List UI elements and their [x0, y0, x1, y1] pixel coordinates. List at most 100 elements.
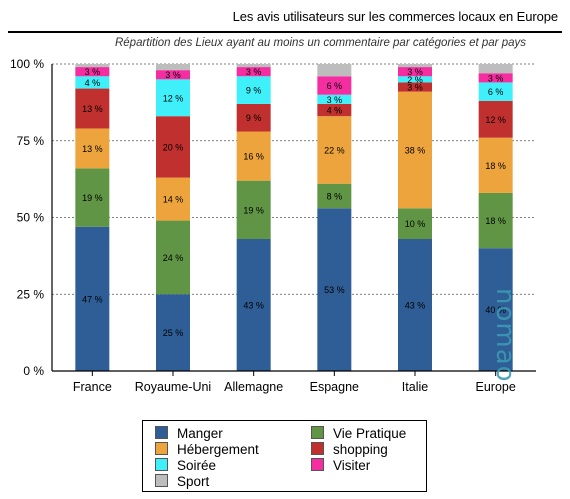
legend-item-soiree: Soirée [155, 458, 216, 474]
legend-item-shopping: shopping [311, 442, 388, 458]
data-label: 9 % [246, 113, 262, 123]
data-label: 18 % [485, 216, 506, 226]
bar-segment [317, 183, 352, 209]
axes: 0 % 25 % 50 % 75 % 100 % France Royaume-Uni All… [10, 57, 536, 394]
data-label: 19 % [243, 205, 264, 215]
bar-segment [478, 248, 513, 371]
bar-segment [478, 82, 513, 101]
data-label: 4 % [327, 106, 343, 116]
bar-segment [478, 100, 513, 138]
legend-label: Soirée [177, 458, 217, 473]
data-label: 3 % [165, 70, 181, 80]
bar-segment [75, 226, 110, 371]
data-label: 53 % [324, 285, 345, 295]
bar-segment [398, 64, 432, 68]
bar-segment [236, 103, 271, 132]
data-label: 3 % [327, 95, 343, 105]
legend-label: Vie Pratique [333, 426, 407, 441]
bar-segment [398, 208, 432, 239]
legend-item-hebergement: Hébergement [155, 442, 259, 458]
legend-swatch [311, 426, 324, 439]
legend: Manger Vie Pratique Hébergement shopping… [142, 420, 427, 492]
bars [75, 64, 513, 371]
legend-label: Sport [177, 474, 210, 489]
x-tick-label: Royaume-Uni [135, 380, 211, 394]
data-label: 3 % [407, 83, 423, 93]
bar-segment [317, 208, 352, 371]
legend-item-manger: Manger [155, 426, 223, 442]
bar-segment [398, 91, 432, 209]
y-tick-label: 0 % [23, 364, 44, 378]
legend-item-vie-pratique: Vie Pratique [311, 426, 406, 442]
legend-item-sport: Sport [155, 474, 209, 490]
stacked-bar-chart: 47 %19 %13 %13 %4 %3 %25 %24 %14 %20 %12… [10, 57, 536, 394]
title-rule [8, 31, 562, 33]
y-tick-label: 50 % [17, 211, 45, 225]
x-tick-label: France [73, 380, 112, 394]
bar-segment [75, 76, 110, 89]
bar-segment [156, 220, 190, 295]
bar-segment [156, 70, 190, 80]
bar-segment [236, 180, 271, 239]
bar-segment [398, 76, 432, 83]
x-tick-label: Italie [402, 380, 428, 394]
bar-segment [75, 64, 110, 68]
bar-segment [75, 168, 110, 227]
data-label: 3 % [488, 73, 504, 83]
data-label: 12 % [163, 93, 184, 103]
data-label: 24 % [163, 253, 184, 263]
data-label: 22 % [324, 145, 345, 155]
chart-title: Les avis utilisateurs sur les commerces … [232, 9, 558, 24]
data-label: 20 % [163, 142, 184, 152]
grid-lines [52, 63, 536, 295]
bar-segment [236, 131, 271, 181]
data-label: 25 % [163, 328, 184, 338]
bar-segment [156, 79, 190, 117]
bar-segment [398, 82, 432, 92]
y-tick-label: 25 % [17, 287, 45, 301]
data-label: 2 % [407, 75, 423, 85]
data-label: 47 % [82, 294, 103, 304]
legend-swatch [155, 474, 168, 487]
bar-segment [317, 116, 352, 184]
data-label: 38 % [405, 145, 426, 155]
y-tick-label: 75 % [17, 134, 45, 148]
y-tick-label: 100 % [10, 57, 44, 71]
legend-label: Visiter [333, 458, 371, 473]
bar-segment [156, 116, 190, 178]
data-label: 43 % [405, 300, 426, 310]
data-label: 4 % [85, 78, 101, 88]
bar-segment [317, 64, 352, 77]
legend-swatch [311, 458, 324, 471]
data-label: 9 % [246, 86, 262, 96]
data-label: 3 % [85, 67, 101, 77]
data-label: 19 % [82, 193, 103, 203]
bar-segment [75, 88, 110, 129]
bar-segment [75, 67, 110, 77]
bar-segment [317, 103, 352, 117]
chart-subtitle: Répartition des Lieux ayant au moins un … [114, 37, 526, 49]
x-tick-label: Allemagne [224, 380, 283, 394]
bar-segment [478, 192, 513, 249]
data-label: 10 % [405, 219, 426, 229]
data-labels: 47 %19 %13 %13 %4 %3 %25 %24 %14 %20 %12… [82, 67, 506, 338]
x-tick-label: Europe [476, 380, 516, 394]
bar-segment [156, 177, 190, 221]
data-label: 18 % [485, 161, 506, 171]
bar-segment [156, 64, 190, 71]
data-label: 3 % [407, 67, 423, 77]
bar-segment [478, 64, 513, 74]
bar-segment [317, 94, 352, 104]
bar-segment [236, 76, 271, 104]
bar-segment [75, 128, 110, 169]
bar-segment [478, 73, 513, 83]
legend-swatch [155, 426, 168, 439]
bar-segment [317, 76, 352, 95]
data-label: 8 % [327, 192, 343, 202]
legend-label: Hébergement [177, 442, 259, 457]
legend-item-visiter: Visiter [311, 458, 370, 474]
bar-segment [236, 67, 271, 77]
data-label: 13 % [82, 104, 103, 114]
legend-swatch [155, 442, 168, 455]
bar-segment [236, 64, 271, 68]
